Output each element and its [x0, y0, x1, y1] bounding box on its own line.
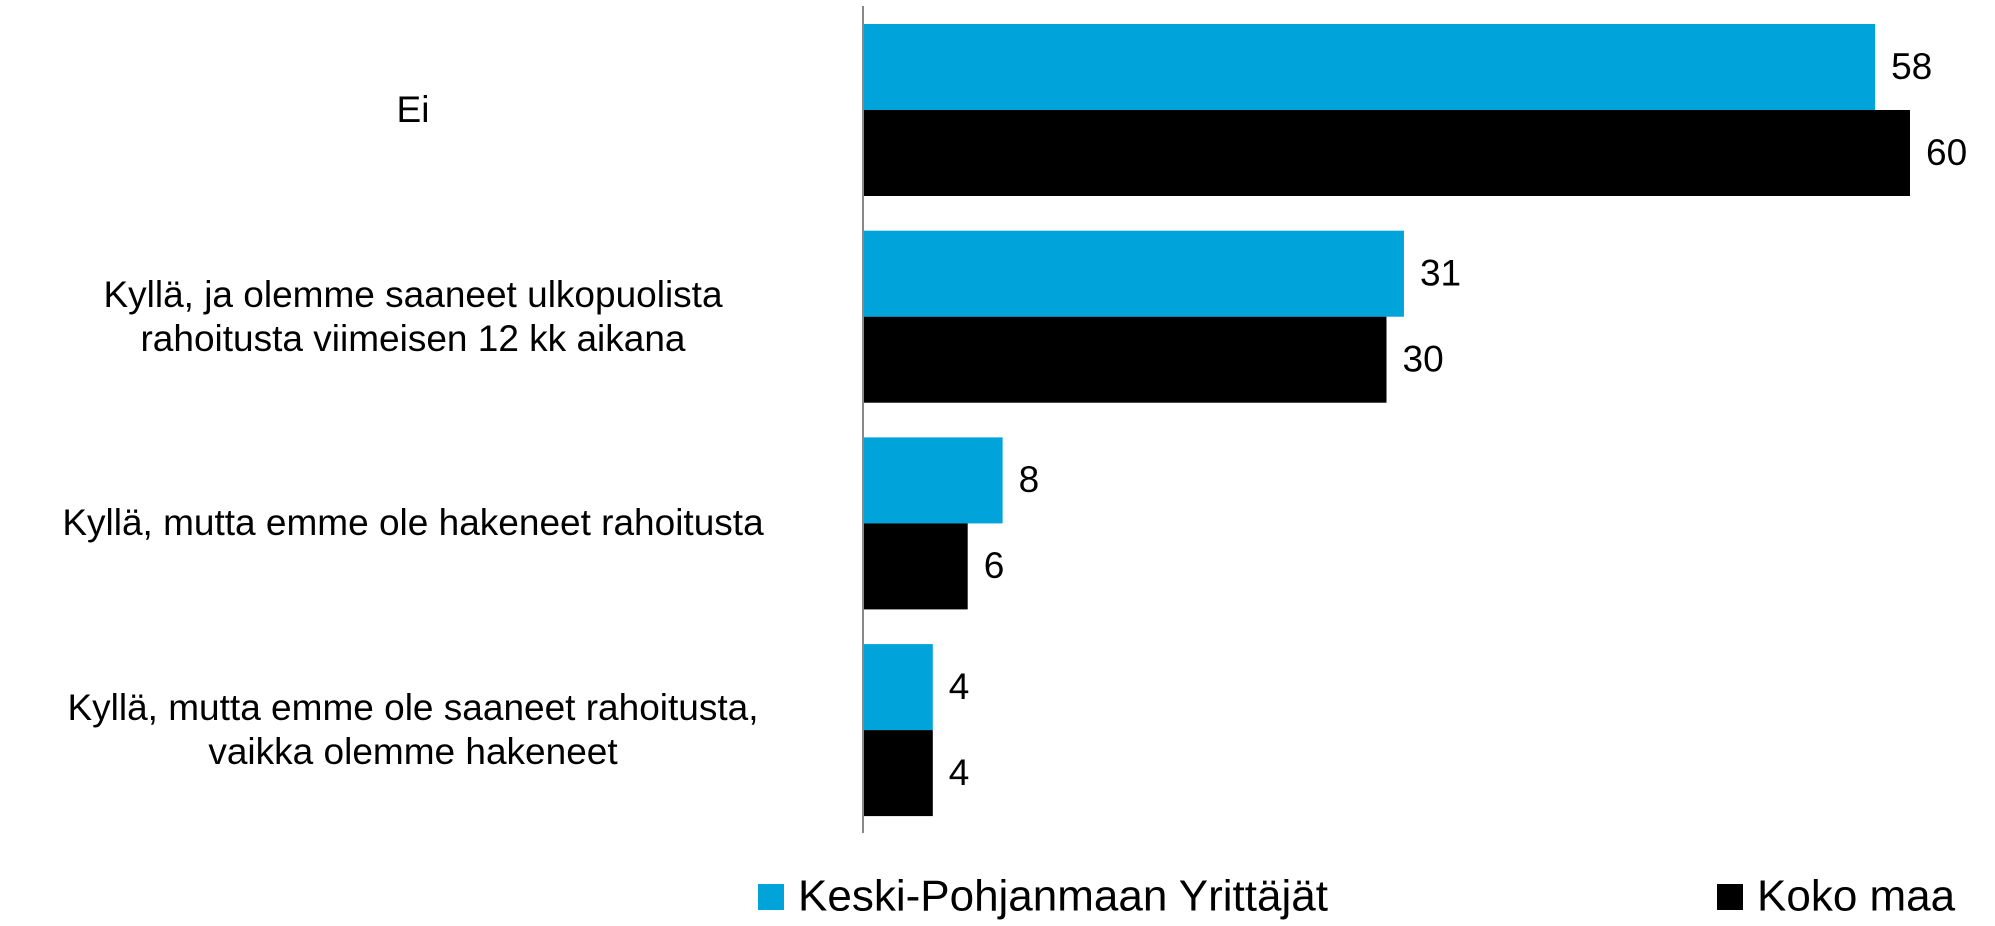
legend-label: Koko maa: [1757, 872, 1956, 921]
bar: [863, 437, 1003, 524]
bar: [863, 110, 1910, 196]
value-label: 60: [1926, 132, 1967, 173]
legend-swatch: [758, 884, 784, 910]
value-label: 4: [949, 752, 970, 793]
category-label: Kyllä, mutta emme ole saaneet rahoitusta…: [67, 687, 759, 773]
legend-swatch: [1717, 884, 1743, 910]
category-label: Ei: [396, 89, 430, 130]
bar: [863, 230, 1404, 317]
bar: [863, 316, 1387, 403]
value-label: 31: [1420, 252, 1461, 293]
bar: [863, 644, 933, 731]
value-label: 6: [984, 545, 1005, 586]
legend-label: Keski-Pohjanmaan Yrittäjät: [798, 872, 1328, 921]
category-label: Kyllä, mutta emme ole hakeneet rahoitust…: [62, 502, 764, 544]
value-label: 30: [1403, 338, 1444, 379]
value-label: 58: [1891, 46, 1932, 87]
value-label: 8: [1019, 459, 1040, 500]
value-label: 4: [949, 666, 970, 707]
bar: [863, 24, 1876, 110]
category-label: Kyllä, ja olemme saaneet ulkopuolista ra…: [103, 273, 723, 359]
bar: [863, 730, 933, 817]
bar: [863, 523, 968, 610]
